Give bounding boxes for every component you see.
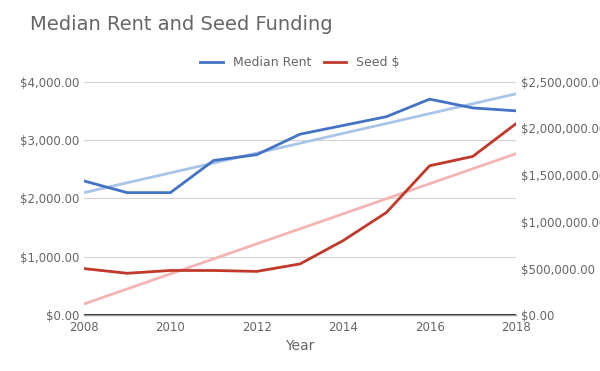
Line: Median Rent: Median Rent	[84, 99, 516, 193]
Seed $	[80, 266, 88, 271]
Seed $	[426, 164, 433, 168]
Seed $	[340, 238, 347, 243]
Line: Seed $: Seed $	[84, 124, 516, 273]
Seed $	[296, 262, 304, 266]
Median Rent	[296, 132, 304, 137]
Seed $	[167, 268, 174, 273]
Text: Median Rent and Seed Funding: Median Rent and Seed Funding	[30, 15, 332, 34]
Seed $	[210, 268, 217, 273]
Seed $	[469, 154, 476, 159]
Median Rent	[210, 158, 217, 163]
Median Rent	[167, 190, 174, 195]
Seed $	[253, 269, 260, 274]
Median Rent	[426, 97, 433, 101]
Seed $	[383, 210, 390, 215]
Median Rent	[253, 152, 260, 157]
Median Rent	[340, 123, 347, 128]
X-axis label: Year: Year	[286, 339, 314, 354]
Median Rent	[80, 179, 88, 183]
Seed $	[512, 121, 520, 126]
Median Rent	[383, 114, 390, 119]
Legend: Median Rent, Seed $: Median Rent, Seed $	[196, 51, 404, 74]
Median Rent	[469, 106, 476, 110]
Seed $	[124, 271, 131, 276]
Median Rent	[124, 190, 131, 195]
Median Rent	[512, 109, 520, 113]
